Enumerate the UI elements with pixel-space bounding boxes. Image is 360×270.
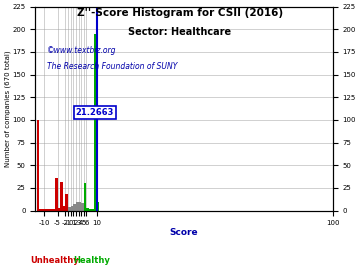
Text: Z''-Score Histogram for CSII (2016): Z''-Score Histogram for CSII (2016) [77,8,283,18]
Bar [84,183,86,211]
Bar [68,207,71,211]
Bar [71,206,73,211]
Bar [91,209,94,211]
Text: ©www.textbiz.org: ©www.textbiz.org [47,46,116,55]
Bar [94,34,97,211]
Bar [78,202,81,211]
Bar [42,209,44,211]
Bar [44,209,47,211]
Bar [89,209,91,211]
Bar [76,202,78,211]
Bar [55,178,58,211]
Bar [37,120,39,211]
Text: The Research Foundation of SUNY: The Research Foundation of SUNY [47,62,177,71]
Bar [60,182,63,211]
Bar [58,208,60,211]
Bar [66,194,68,211]
X-axis label: Score: Score [170,228,198,237]
Bar [47,209,50,211]
Y-axis label: Number of companies (670 total): Number of companies (670 total) [4,50,11,167]
Bar [39,209,42,211]
Bar [63,206,66,211]
Text: 21.2663: 21.2663 [76,108,114,117]
Bar [50,209,52,211]
Bar [97,202,99,211]
Bar [52,209,55,211]
Bar [81,203,84,211]
Text: Unhealthy: Unhealthy [31,256,79,265]
Text: Sector: Healthcare: Sector: Healthcare [129,27,231,37]
Bar [86,208,89,211]
Text: Healthy: Healthy [73,256,110,265]
Bar [73,204,76,211]
